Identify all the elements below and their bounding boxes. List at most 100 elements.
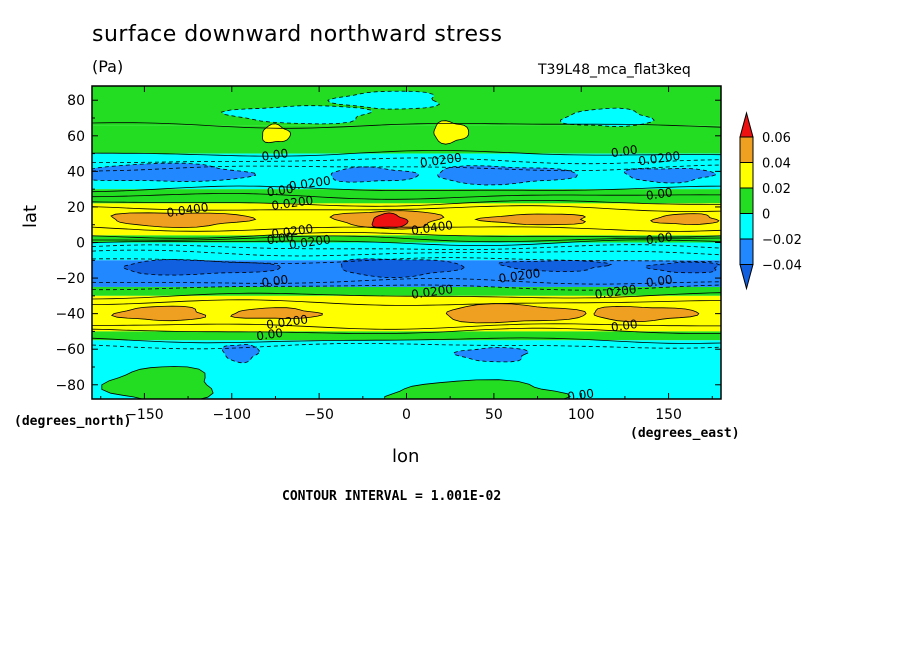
- x-tick-label-2: −50: [304, 407, 334, 423]
- contour-blob-25: [384, 379, 571, 399]
- y-tick-label-3: −20: [55, 271, 85, 287]
- y-tick-label-4: 0: [76, 236, 85, 252]
- contour-line-10: [92, 235, 721, 243]
- contour-line-7: [92, 205, 721, 212]
- contour-label-20: 0.00: [255, 326, 283, 344]
- contour-label-7: 0.0200: [288, 232, 332, 252]
- contour-blob-18: [111, 305, 207, 322]
- contour-line-5: [92, 193, 721, 200]
- contour-line-4: [92, 185, 721, 193]
- y-tick-label-2: −40: [55, 307, 85, 323]
- contour-line-1: [92, 150, 721, 157]
- y-tick-label-8: 80: [67, 93, 85, 109]
- contour-blob-16: [497, 260, 613, 273]
- lat-band-1: [92, 125, 721, 154]
- colorbar-bin-1: [739, 136, 754, 163]
- contour-blob-0: [92, 162, 257, 182]
- x-tick-label-0: −150: [125, 407, 163, 423]
- contour-label-6: 0.0200: [271, 222, 315, 242]
- contour-line-0: [92, 122, 721, 129]
- contour-blob-23: [453, 347, 529, 363]
- contour-labels: 0.000.000.02000.02000.04000.02000.02000.…: [166, 143, 682, 404]
- contour-line-21: [92, 337, 721, 344]
- y-tick-label-6: 40: [67, 164, 85, 180]
- y-tick-label-1: −60: [55, 342, 85, 358]
- contour-blob-1: [330, 166, 420, 183]
- contour-label-12: 0.00: [645, 185, 673, 203]
- contour-label-1: 0.00: [266, 182, 294, 200]
- y-units-label: (degrees_north): [14, 414, 132, 429]
- contour-label-13: 0.00: [645, 230, 673, 248]
- x-tick-label-4: 50: [485, 407, 503, 423]
- contour-label-19: 0.0200: [265, 312, 309, 332]
- x-axis: −150 −100 −50 0 50 100 150: [100, 86, 713, 423]
- contour-line-6: [92, 199, 721, 207]
- contour-label-22: 0.00: [566, 386, 594, 404]
- contour-line-17: [92, 292, 721, 300]
- colorbar-bin-2: [739, 162, 754, 189]
- contour-line-20: [92, 327, 721, 334]
- y-tick-label-5: 20: [67, 200, 85, 216]
- x-tick-label-5: 100: [568, 407, 595, 423]
- run-label: T39L48_mca_flat3keq: [538, 62, 691, 78]
- colorbar-bin-0: [739, 111, 754, 138]
- contour-label-21: 0.00: [610, 317, 638, 335]
- y-axis: −80 −60 −40 −20 0 20 40 60 80: [55, 93, 721, 394]
- colorbar-bin-6: [739, 264, 754, 291]
- lat-band-8: [92, 286, 721, 296]
- colorbar: 0.06 0.04 0.02 0 −0.02 −0.04: [739, 111, 802, 291]
- x-units-label: (degrees_east): [630, 426, 740, 441]
- contour-label-0: 0.00: [261, 146, 289, 164]
- contour-lines: [92, 122, 721, 350]
- contour-blob-3: [623, 168, 716, 184]
- y-axis-title: lat: [20, 204, 41, 228]
- contour-blob-19: [230, 307, 323, 319]
- contour-label-11: 0.0200: [638, 149, 682, 169]
- x-axis-title: lon: [392, 446, 420, 467]
- contour-blob-15: [340, 258, 465, 279]
- y-tick-label-7: 60: [67, 129, 85, 145]
- contour-blob-6: [559, 107, 655, 128]
- y-tick-label-0: −80: [55, 378, 85, 394]
- colorbar-bin-4: [739, 213, 754, 240]
- contour-label-9: 0.0400: [410, 218, 454, 238]
- contour-line-9: [92, 232, 721, 239]
- contour-label-18: 0.00: [645, 272, 673, 290]
- contour-blob-17: [644, 261, 721, 274]
- contour-line-8: [92, 226, 721, 232]
- contour-label-16: 0.0200: [410, 282, 454, 302]
- contour-blob-21: [593, 305, 700, 323]
- colorbar-label-2: 0.02: [762, 182, 791, 197]
- colorbar-bin-5: [739, 238, 754, 265]
- contour-blob-9: [110, 212, 257, 229]
- contour-label-8: 0.00: [266, 230, 294, 248]
- contour-blob-7: [262, 123, 292, 144]
- contour-blob-24: [101, 366, 214, 399]
- colorbar-label-0: 0.06: [762, 131, 791, 146]
- colorbar-label-1: 0.04: [762, 157, 791, 172]
- contour-label-3: 0.0200: [271, 193, 315, 213]
- contour-label-5: 0.0200: [419, 150, 463, 170]
- contour-label-2: 0.0200: [288, 174, 332, 194]
- x-tick-label-1: −100: [213, 407, 251, 423]
- contour-interval-note: CONTOUR INTERVAL = 1.001E-02: [282, 489, 502, 504]
- colorbar-bin-3: [739, 187, 754, 214]
- x-tick-label-3: 0: [402, 407, 411, 423]
- contour-fill: [92, 86, 721, 399]
- contour-blob-12: [650, 213, 720, 226]
- contour-line-19: [92, 323, 721, 330]
- contour-blob-5: [327, 90, 440, 110]
- lat-band-10: [92, 331, 721, 341]
- contour-line-18: [92, 299, 721, 306]
- contour-blob-4: [220, 105, 373, 125]
- contour-label-14: 0.00: [261, 272, 289, 290]
- contour-line-11: [92, 239, 721, 247]
- chart-title: surface downward northward stress: [92, 22, 503, 47]
- contour-blob-22: [221, 343, 260, 364]
- contour-label-4: 0.0400: [166, 200, 210, 220]
- lat-band-5: [92, 235, 721, 243]
- chart-units: (Pa): [92, 57, 124, 76]
- contour-blob-8: [433, 120, 470, 145]
- colorbar-label-5: −0.04: [762, 259, 802, 274]
